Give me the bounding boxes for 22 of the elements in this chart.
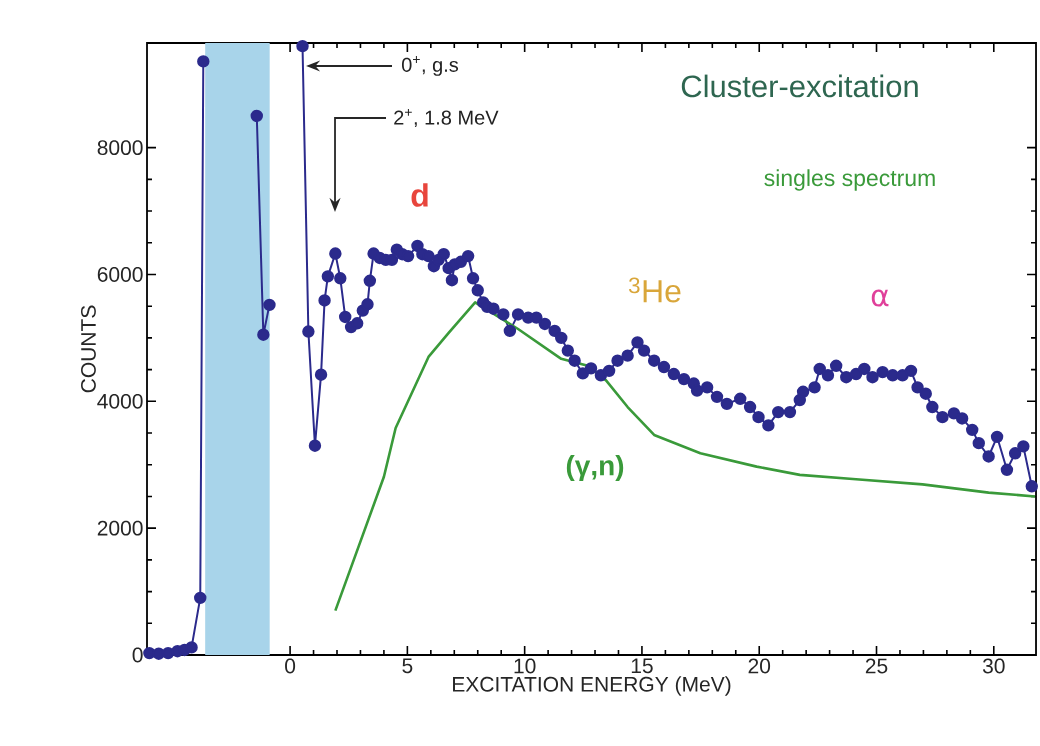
y-axis-title: COUNTS — [81, 305, 96, 393]
y-tick-label: 2000 — [97, 520, 143, 536]
annotation: singles spectrum — [764, 169, 935, 191]
x-tick-label: 30 — [982, 658, 1005, 674]
annotation: 2$^{+}$, 1.8 MeV — [394, 108, 499, 128]
annotation: 0$^{+}$, g.s — [401, 56, 459, 76]
annotation: d — [411, 183, 428, 207]
y-tick-label: 4000 — [97, 393, 143, 409]
annotation: (γ,n) — [566, 454, 624, 482]
y-tick-label: 0 — [132, 647, 143, 663]
x-tick-label: 10 — [514, 658, 536, 674]
x-tick-label: 15 — [631, 658, 653, 674]
y-tick-label: 8000 — [97, 140, 143, 156]
x-tick-label: 5 — [402, 658, 413, 674]
annotation: α — [871, 289, 889, 307]
x-tick-label: 0 — [285, 658, 296, 674]
x-tick-label: 20 — [748, 658, 771, 674]
y-tick-label: 6000 — [97, 267, 143, 282]
annotation: Cluster-excitation — [681, 74, 918, 98]
x-axis-title: EXCITATION ENERGY (MeV) — [453, 676, 731, 696]
annotation: $^{3}$He — [628, 277, 681, 303]
x-tick-label: 25 — [865, 658, 888, 674]
